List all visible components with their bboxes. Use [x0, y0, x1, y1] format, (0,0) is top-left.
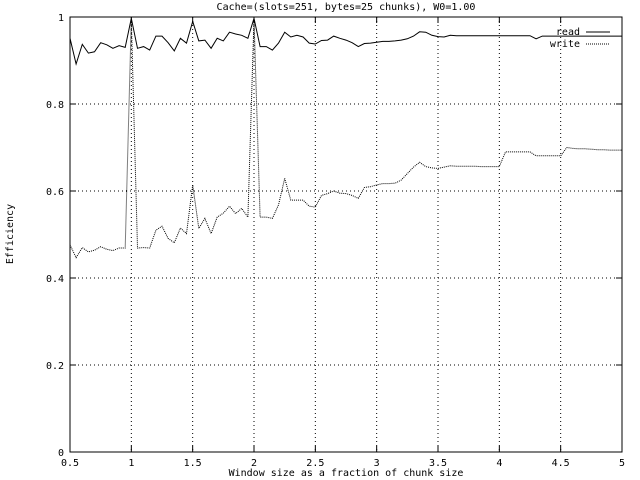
y-tick-label: 1 — [58, 13, 64, 24]
y-tick-label: 0 — [58, 448, 64, 459]
series-lines — [69, 16, 622, 259]
x-tick-label: 5 — [619, 458, 625, 469]
x-tick-label: 0.5 — [61, 458, 79, 469]
legend-label-write: write — [550, 39, 580, 50]
series-line-read — [69, 16, 622, 66]
x-tick-label: 2 — [251, 458, 257, 469]
x-tick-label: 4.5 — [552, 458, 570, 469]
x-tick-label: 3 — [374, 458, 380, 469]
x-tick-label: 3.5 — [429, 458, 447, 469]
series-line-write — [69, 19, 622, 259]
axis-ticks: 0.5 1 1.5 2 2.5 3 3.5 4 4.5 5 0 0.2 0.4 0.6 0.8 1 — [46, 13, 625, 469]
chart-title: Cache=(slots=251, bytes=25 chunks), W0=1… — [217, 2, 476, 13]
legend-label-read: read — [556, 27, 580, 38]
y-tick-label: 0.2 — [46, 361, 64, 372]
y-tick-label: 0.6 — [46, 187, 64, 198]
y-tick-label: 0.4 — [46, 274, 64, 285]
x-tick-label: 4 — [496, 458, 502, 469]
x-axis-label: Window size as a fraction of chunk size — [229, 468, 464, 479]
x-tick-label: 2.5 — [306, 458, 324, 469]
grid — [70, 17, 622, 452]
y-axis-label: Efficiency — [5, 204, 16, 264]
plot-frame — [69, 16, 623, 453]
x-tick-label: 1 — [128, 458, 134, 469]
y-tick-label: 0.8 — [46, 100, 64, 111]
x-tick-label: 1.5 — [184, 458, 202, 469]
